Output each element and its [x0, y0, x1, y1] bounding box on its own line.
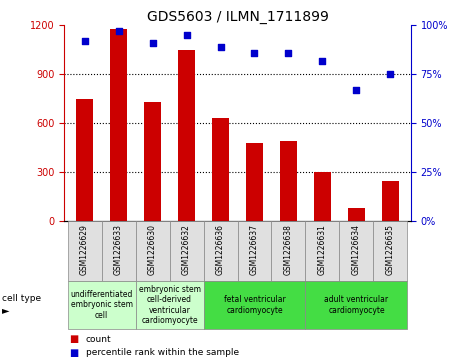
- Bar: [314, 172, 331, 221]
- Text: GSM1226635: GSM1226635: [386, 224, 395, 276]
- Text: GSM1226629: GSM1226629: [80, 224, 89, 275]
- Text: GSM1226637: GSM1226637: [250, 224, 259, 276]
- Bar: [246, 143, 263, 221]
- Bar: [382, 182, 399, 221]
- Text: GSM1226638: GSM1226638: [284, 224, 293, 275]
- Bar: [340, 221, 373, 281]
- Bar: [110, 29, 127, 221]
- Text: GSM1226633: GSM1226633: [114, 224, 123, 276]
- Text: percentile rank within the sample: percentile rank within the sample: [86, 348, 238, 357]
- Point: [81, 38, 88, 44]
- Bar: [76, 99, 93, 221]
- Bar: [373, 221, 408, 281]
- Bar: [305, 221, 340, 281]
- Text: cell type: cell type: [2, 294, 41, 303]
- Bar: [178, 50, 195, 221]
- Text: ■: ■: [69, 334, 78, 344]
- Bar: [212, 118, 229, 221]
- Bar: [203, 281, 305, 329]
- Point: [217, 44, 224, 50]
- Bar: [305, 281, 408, 329]
- Text: adult ventricular
cardiomyocyte: adult ventricular cardiomyocyte: [324, 295, 389, 315]
- Bar: [348, 208, 365, 221]
- Bar: [135, 281, 203, 329]
- Bar: [144, 102, 161, 221]
- Text: embryonic stem
cell-derived
ventricular
cardiomyocyte: embryonic stem cell-derived ventricular …: [139, 285, 200, 325]
- Point: [319, 58, 326, 64]
- Point: [285, 50, 292, 56]
- Bar: [67, 221, 102, 281]
- Point: [251, 50, 258, 56]
- Text: GSM1226634: GSM1226634: [352, 224, 361, 276]
- Bar: [280, 141, 297, 221]
- Text: GSM1226631: GSM1226631: [318, 224, 327, 275]
- Text: count: count: [86, 335, 111, 344]
- Point: [115, 28, 123, 34]
- Bar: [135, 221, 170, 281]
- Bar: [102, 221, 135, 281]
- Bar: [238, 221, 272, 281]
- Bar: [272, 221, 305, 281]
- Text: undifferentiated
embryonic stem
cell: undifferentiated embryonic stem cell: [70, 290, 133, 320]
- Point: [387, 72, 394, 77]
- Text: ►: ►: [2, 305, 10, 315]
- Text: ■: ■: [69, 348, 78, 358]
- Text: fetal ventricular
cardiomyocyte: fetal ventricular cardiomyocyte: [224, 295, 285, 315]
- Bar: [170, 221, 203, 281]
- Point: [352, 87, 360, 93]
- Title: GDS5603 / ILMN_1711899: GDS5603 / ILMN_1711899: [147, 11, 328, 24]
- Text: GSM1226630: GSM1226630: [148, 224, 157, 276]
- Text: GSM1226632: GSM1226632: [182, 224, 191, 275]
- Point: [183, 32, 190, 38]
- Point: [149, 40, 156, 46]
- Bar: [203, 221, 238, 281]
- Text: GSM1226636: GSM1226636: [216, 224, 225, 276]
- Bar: [67, 281, 135, 329]
